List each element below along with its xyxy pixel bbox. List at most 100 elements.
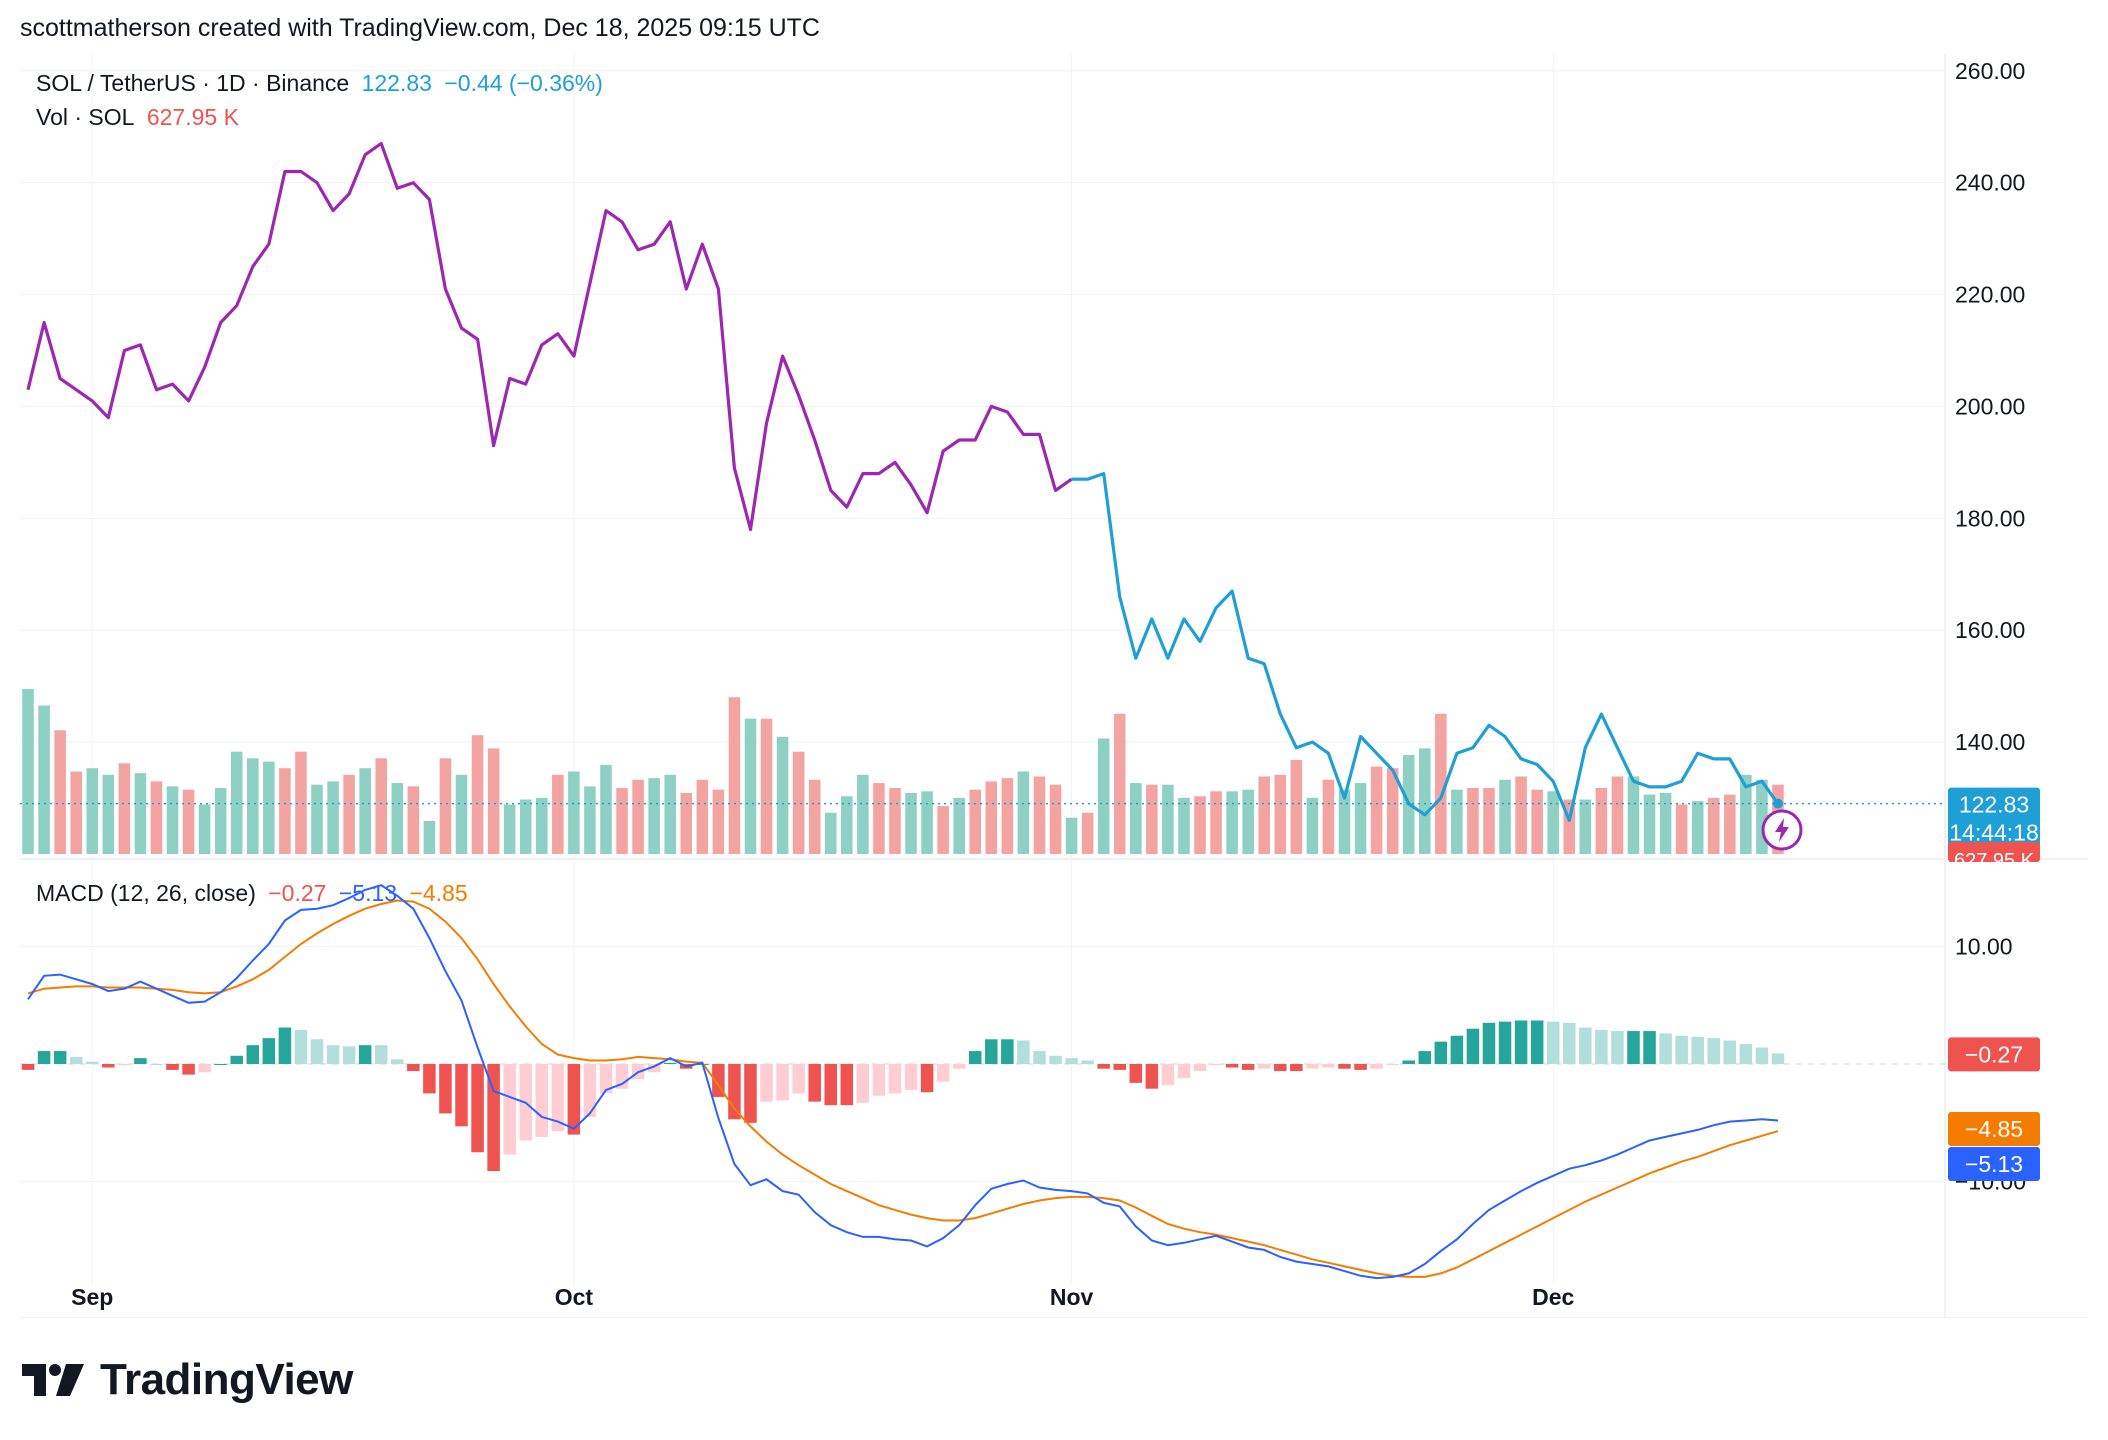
macd-histogram-bar	[1546, 1021, 1560, 1064]
tradingview-logo[interactable]: TradingView	[22, 1355, 353, 1405]
macd-histogram-bar	[503, 1064, 516, 1155]
last-price-dot	[1772, 798, 1783, 809]
price-line-early	[26, 141, 1073, 532]
hist-tag-bg	[1948, 1037, 2040, 1072]
volume-bar	[1049, 784, 1062, 854]
macd-histogram-bar	[150, 1064, 163, 1065]
volume-value: 627.95 K	[146, 104, 239, 130]
volume-bar	[423, 821, 436, 854]
volume-bar	[134, 773, 147, 854]
macd-histogram-bar	[856, 1064, 870, 1103]
macd-histogram-bar	[1418, 1051, 1432, 1064]
macd-histogram-bar	[1707, 1038, 1721, 1064]
volume-bar	[102, 774, 115, 854]
volume-bar	[1595, 788, 1608, 854]
price-tag-text: 14:44:18	[1949, 820, 2039, 846]
volume-bar	[295, 751, 307, 854]
macd-histogram-bar	[1225, 1064, 1239, 1068]
volume-bar	[1242, 789, 1254, 854]
volume-bar	[664, 774, 676, 854]
volume-bar	[471, 735, 484, 854]
volume-bar	[1724, 794, 1736, 854]
macd-histogram-bar	[102, 1064, 115, 1068]
macd-histogram-bar	[1033, 1051, 1046, 1064]
macd-histogram-bar	[1113, 1064, 1126, 1070]
volume-bar	[600, 764, 612, 854]
macd-histogram-bar	[85, 1061, 99, 1064]
volume-tag-text: 627.95 K	[1954, 850, 2035, 872]
time-tick-label: Nov	[1050, 1284, 1094, 1310]
volume-bar	[150, 781, 163, 854]
volume-bar	[808, 779, 821, 854]
macd-histogram-bar	[358, 1045, 372, 1064]
macd-histogram	[21, 1020, 1785, 1172]
macd-histogram-bar	[262, 1038, 276, 1064]
macd-histogram-bar	[342, 1046, 356, 1064]
volume-bar	[1274, 774, 1287, 854]
volume-bar	[22, 689, 34, 854]
volume-bar	[1740, 774, 1752, 854]
volume-bar	[54, 730, 66, 854]
volume-bar	[1210, 791, 1222, 854]
symbol-title[interactable]: SOL / TetherUS · 1D · Binance	[36, 70, 350, 96]
macd-histogram-bar	[1241, 1064, 1255, 1070]
volume-bar	[1065, 817, 1078, 854]
price-tick-label: 240.00	[1955, 170, 2025, 196]
volume-bar	[1627, 776, 1640, 854]
volume-bar	[953, 797, 965, 854]
volume-bar	[1081, 812, 1094, 854]
tradingview-logo-icon	[22, 1364, 84, 1396]
macd-histogram-bar	[1081, 1060, 1094, 1064]
price-tick-label: 260.00	[1955, 58, 2025, 84]
macd-hist-value: −0.27	[268, 880, 327, 906]
volume-bar	[744, 718, 757, 854]
macd-histogram-bar	[166, 1064, 179, 1070]
volume-bar	[937, 806, 949, 854]
volume-bar	[1611, 776, 1624, 854]
macd-main-line	[27, 884, 1779, 1280]
volume-bar	[279, 768, 291, 854]
macd-histogram-bar	[1161, 1064, 1175, 1086]
volume-bar	[841, 796, 853, 854]
macd-histogram-bar	[792, 1064, 805, 1094]
volume-bar	[792, 751, 805, 854]
volume-bar	[1194, 796, 1206, 854]
macd-histogram-bar	[583, 1064, 597, 1117]
chart-canvas[interactable]: 260.00 240.00 220.00 200.00 180.00 160.00 140.…	[20, 54, 2088, 1318]
volume-bar	[263, 761, 275, 854]
macd-histogram-bar	[1498, 1021, 1512, 1064]
volume-bar	[38, 705, 50, 854]
volume-bar	[1675, 804, 1688, 854]
price-tag-text: 122.83	[1959, 792, 2029, 818]
macd-histogram-bar	[599, 1064, 613, 1094]
volume-bar	[1499, 779, 1511, 854]
volume-bar	[1531, 789, 1543, 854]
price-tick-label: 140.00	[1955, 729, 2025, 755]
macd-histogram-bar	[936, 1064, 950, 1082]
volume-bar	[1001, 778, 1014, 854]
volume-label[interactable]: Vol · SOL	[36, 104, 135, 130]
volume-bar	[760, 718, 773, 854]
signal-tag: −4.85	[1948, 1112, 2040, 1147]
volume-bar	[985, 781, 998, 854]
volume-bar	[696, 779, 709, 854]
signal-tag-text: −4.85	[1965, 1116, 2023, 1142]
volume-bar	[584, 786, 596, 854]
volume-bar	[616, 788, 628, 854]
volume-bar	[1033, 776, 1046, 854]
logo-text: TradingView	[100, 1355, 353, 1404]
volume-bar	[343, 774, 355, 854]
macd-histogram-bar	[663, 1062, 677, 1064]
volume-bar	[728, 697, 741, 854]
volume-bar	[1322, 779, 1335, 854]
macd-histogram-bar	[872, 1064, 886, 1096]
volume-bar	[568, 771, 580, 854]
volume-bar	[1547, 791, 1559, 854]
macd-histogram-bar	[1402, 1060, 1415, 1064]
lightning-icon[interactable]	[1760, 808, 1804, 852]
macd-label[interactable]: MACD (12, 26, close)	[36, 880, 256, 906]
chart-area[interactable]: 260.00 240.00 220.00 200.00 180.00 160.00 140.…	[20, 54, 2088, 1318]
macd-histogram-bar	[214, 1064, 227, 1065]
macd-histogram-bar	[824, 1064, 838, 1106]
